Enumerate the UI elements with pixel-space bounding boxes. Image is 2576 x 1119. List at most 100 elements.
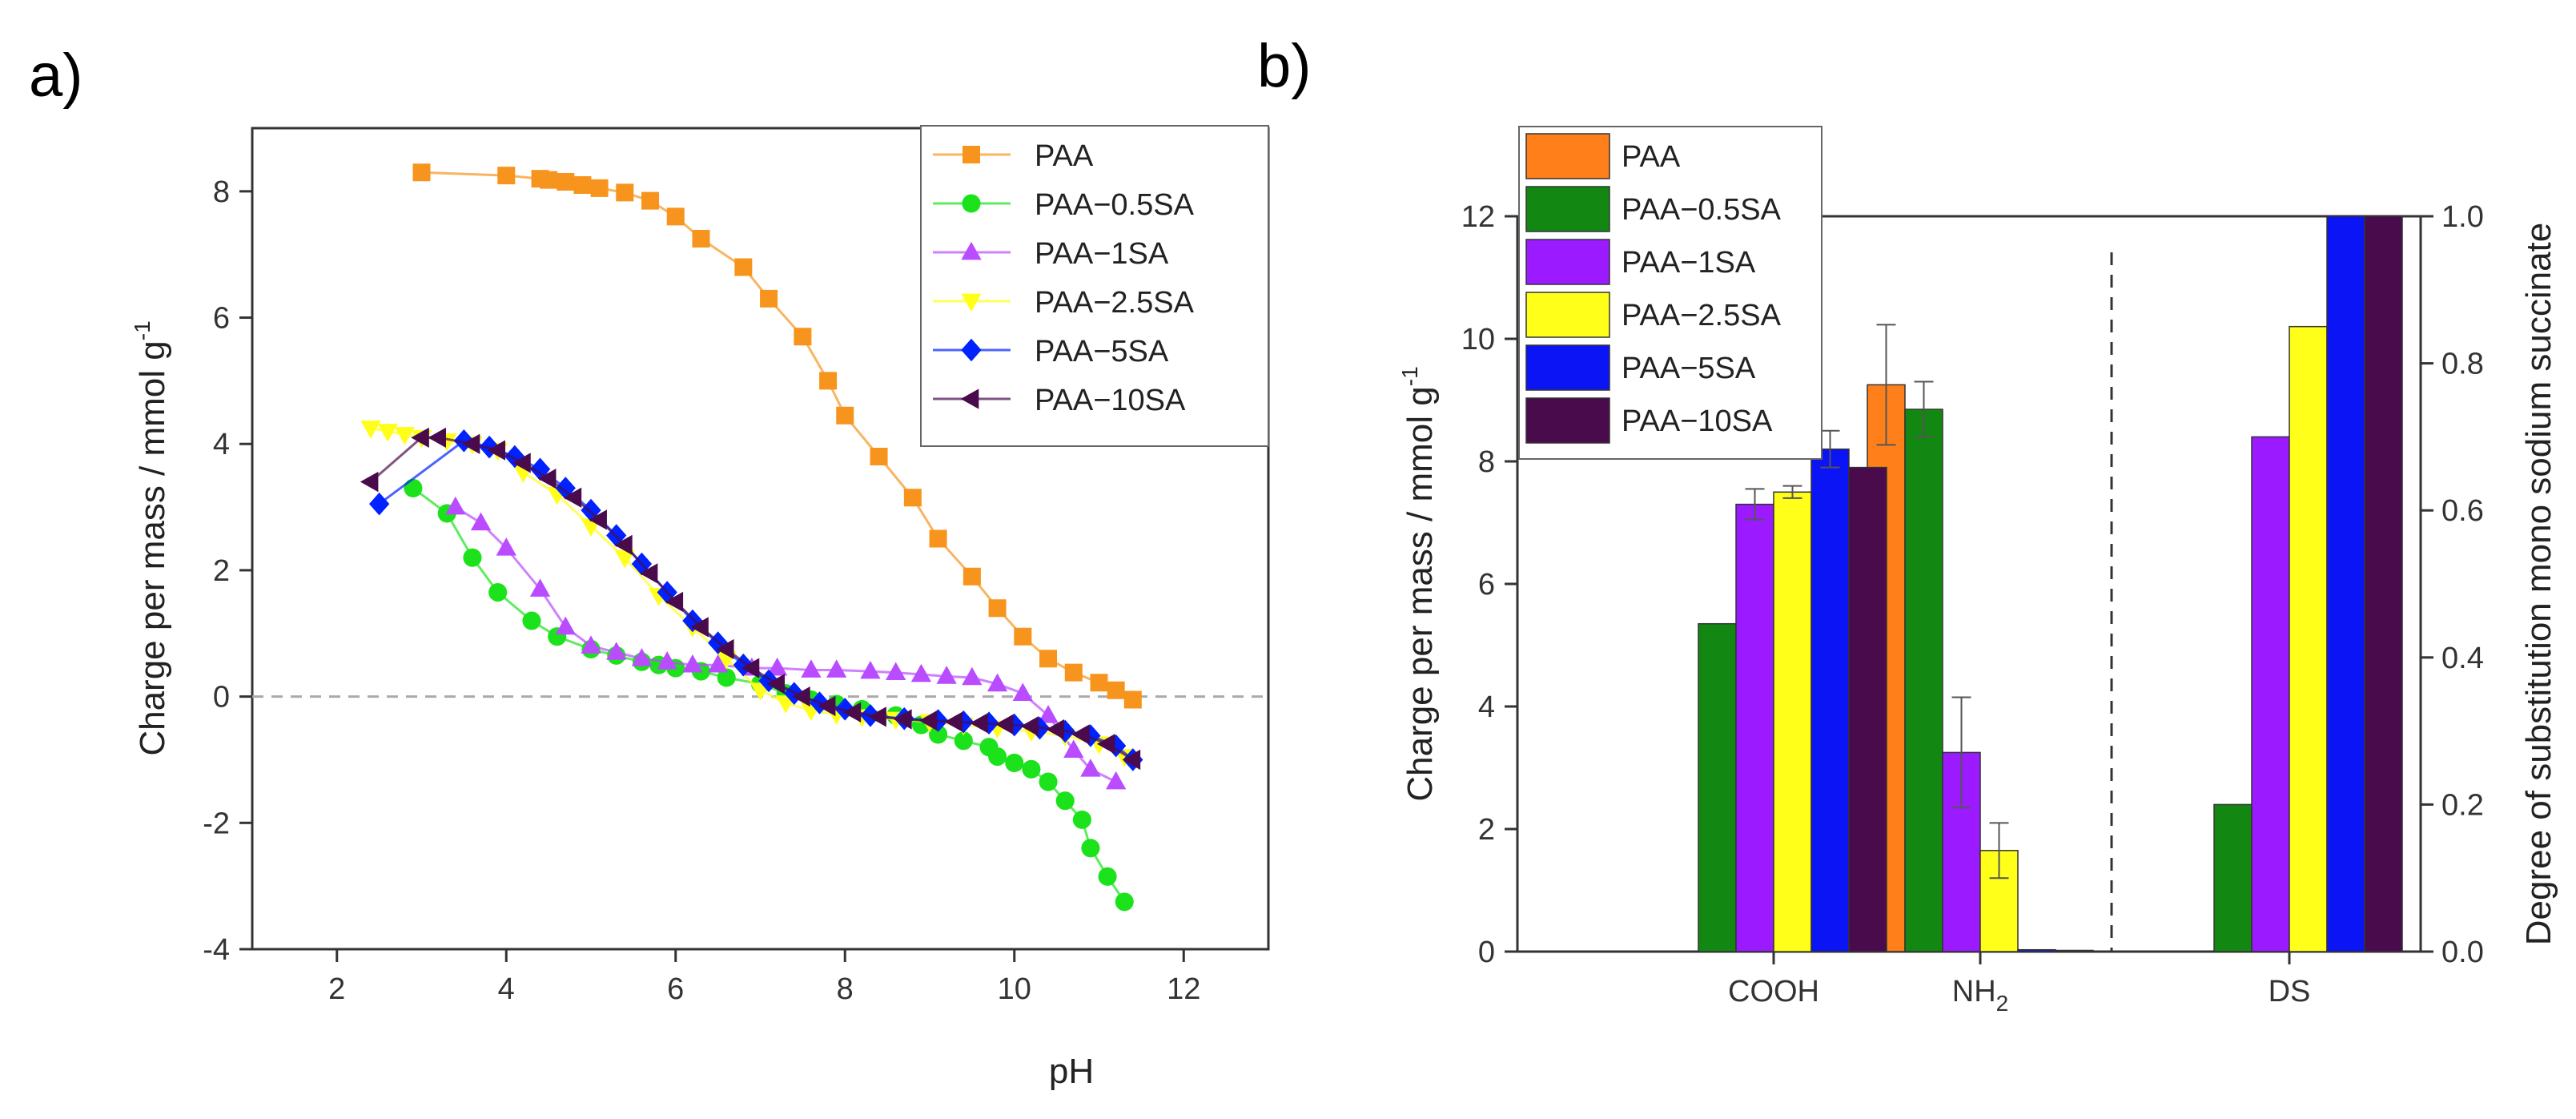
panel-a-data-point xyxy=(1090,674,1108,692)
panel-a-data-point xyxy=(581,635,601,654)
panel-b-x-tick-label-main: DS xyxy=(2269,975,2311,1008)
panel-b-bar xyxy=(1735,503,1774,952)
panel-a-y-tick-label: 6 xyxy=(213,302,230,336)
panel-a-data-point xyxy=(987,673,1008,692)
panel-a-data-point xyxy=(412,163,431,182)
panel-a-data-point xyxy=(903,489,922,507)
panel-a-data-point xyxy=(666,207,685,226)
panel-b-x-tick-label: NH2 xyxy=(1952,975,2008,1016)
panel-a-legend-marker xyxy=(961,293,982,312)
panel-a-data-point xyxy=(1080,759,1101,777)
panel-a-data-point xyxy=(497,167,516,185)
panel-a-series-2 xyxy=(445,496,1127,790)
panel-a-data-point xyxy=(368,492,390,516)
panel-a-data-point xyxy=(929,529,947,548)
panel-a-data-point xyxy=(988,599,1007,618)
panel-a-data-point xyxy=(360,471,379,493)
panel-a-data-point xyxy=(936,666,957,684)
panel-a-data-point xyxy=(734,258,753,276)
panel-a-y-axis-label: Charge per mass / mmol g-1 xyxy=(130,320,172,755)
panel-b-legend-swatch xyxy=(1525,292,1610,338)
panel-b-bar xyxy=(1848,466,1887,952)
panel-b-right-tick-label: 0.6 xyxy=(2441,494,2484,528)
panel-a-series-4 xyxy=(368,429,1143,771)
panel-b-left-tick-label: 2 xyxy=(1478,813,1495,847)
panel-b-bar xyxy=(1810,448,1850,952)
panel-a-data-point xyxy=(1072,810,1091,829)
panel-a-data-point xyxy=(836,406,854,425)
panel-a-data-point xyxy=(639,563,658,584)
panel-a-data-point xyxy=(886,662,906,681)
panel-a-plot-frame xyxy=(251,127,1270,951)
panel-a-x-tick-label: 10 xyxy=(998,972,1031,1006)
panel-a-series-line xyxy=(378,439,1134,761)
panel-a-data-point xyxy=(463,548,482,567)
panel-a-data-point xyxy=(826,659,847,678)
panel-b-legend-swatch xyxy=(1525,186,1610,232)
panel-a-data-point xyxy=(606,642,627,660)
panel-a-data-point xyxy=(1080,724,1101,747)
panel-b-legend: PAA PAA−0.5SA PAA−1SA PAA−2.5SA PAA−5SA PAA−1… xyxy=(1518,126,1822,460)
panel-a-data-point xyxy=(411,427,429,448)
panel-a-data-point xyxy=(1022,759,1041,779)
panel-a-data-point xyxy=(614,534,633,556)
panel-a-data-point xyxy=(1122,749,1141,771)
panel-b-bar xyxy=(2326,215,2365,952)
panel-a-data-point xyxy=(487,440,506,461)
panel-a-data-point xyxy=(555,616,576,635)
panel-a-data-point xyxy=(1064,663,1083,682)
panel-b-legend-label: PAA−2.5SA xyxy=(1622,299,1782,332)
panel-b-bar xyxy=(2289,325,2328,952)
panel-a-data-point xyxy=(1038,705,1059,723)
panel-b-right-tick-label: 0.4 xyxy=(2441,642,2484,675)
panel-a-data-point xyxy=(557,173,575,191)
panel-a-y-axis-label-superscript: -1 xyxy=(130,320,155,340)
panel-a-data-point xyxy=(690,617,709,638)
panel-a-series-group xyxy=(360,163,1143,912)
panel-b-x-tick-label-main: NH xyxy=(1952,975,1996,1008)
panel-a-series-0 xyxy=(412,163,1142,709)
panel-b-error-bars-group xyxy=(1745,324,2009,880)
panel-a-data-point xyxy=(741,658,760,678)
panel-a-data-point xyxy=(522,611,541,630)
panel-a-data-point xyxy=(760,289,778,308)
panel-a-x-tick-label: 8 xyxy=(837,972,854,1006)
panel-a-data-point xyxy=(589,509,607,530)
panel-a-data-point xyxy=(377,424,398,442)
panel-a-x-tick-label: 6 xyxy=(667,972,684,1006)
panel-a-data-point xyxy=(995,714,1014,735)
panel-a-data-point xyxy=(944,711,963,732)
panel-a-data-point xyxy=(894,709,912,730)
panel-b-x-tick-label: DS xyxy=(2269,975,2311,1008)
panel-a-legend-label: PAA−0.5SA xyxy=(1035,188,1195,222)
panel-a-data-point xyxy=(360,421,381,439)
panel-a-y-tick-label: 0 xyxy=(213,681,230,714)
panel-a-legend-marker xyxy=(960,388,979,409)
panel-a-data-point xyxy=(537,468,557,489)
panel-a-data-point xyxy=(428,427,446,448)
panel-a-y-tick-label: 4 xyxy=(213,428,230,461)
panel-a-data-point xyxy=(488,582,508,602)
panel-a-x-tick-label: 12 xyxy=(1167,972,1200,1006)
panel-a-data-point xyxy=(1005,753,1024,772)
panel-b-right-y-axis-label: Degree of substitution mono sodium succi… xyxy=(2519,223,2558,946)
panel-b-left-tick-label: 0 xyxy=(1478,936,1495,969)
panel-a-data-point xyxy=(1071,724,1090,745)
panel-b-right-y-axis-label-text: Degree of substitution mono sodium succi… xyxy=(2519,223,2558,946)
panel-a-data-point xyxy=(1096,734,1115,755)
panel-a-y-axis-label-main: Charge per mass / mmol g xyxy=(133,340,172,755)
panel-b-legend-swatch xyxy=(1525,133,1610,179)
panel-b-right-tick-label: 1.0 xyxy=(2441,200,2484,234)
panel-a-data-point xyxy=(563,487,582,508)
panel-a-series-line xyxy=(370,436,1134,761)
panel-a-data-point xyxy=(1106,734,1127,758)
panel-b-bar xyxy=(1698,622,1737,952)
panel-b-left-tick-label: 10 xyxy=(1461,323,1495,356)
panel-b-x-tick-label-subscript: 2 xyxy=(1996,991,2009,1016)
panel-a-data-point xyxy=(1063,739,1084,758)
panel-a-y-tick-label: -2 xyxy=(203,807,230,840)
panel-a-data-point xyxy=(631,648,653,666)
panel-a-series-5 xyxy=(360,427,1141,771)
